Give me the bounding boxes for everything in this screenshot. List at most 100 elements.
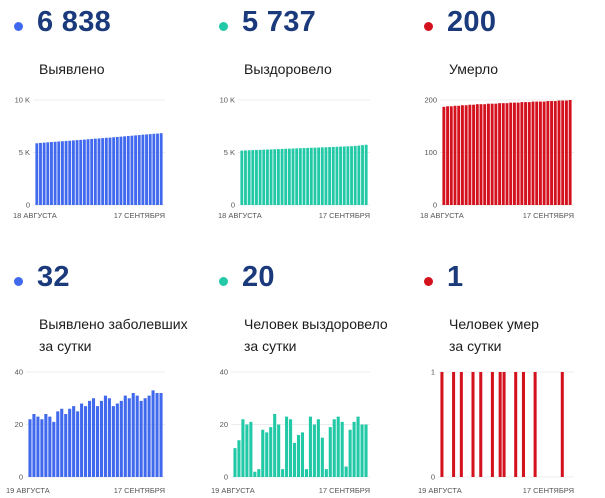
bar (364, 144, 368, 205)
bar (97, 138, 101, 205)
bar (28, 419, 32, 477)
bar (312, 424, 316, 477)
bar (520, 102, 524, 205)
bar (57, 141, 61, 205)
bar (68, 140, 72, 205)
bar (442, 106, 446, 205)
bar (255, 149, 258, 205)
bar (131, 393, 135, 477)
bar (240, 150, 244, 205)
bar (324, 469, 328, 477)
bar (331, 146, 335, 205)
x-end-label: 17 СЕНТЯБРЯ (114, 211, 165, 220)
bar (91, 398, 96, 477)
bar (159, 133, 163, 205)
bar (137, 135, 141, 205)
y-tick-label: 5 K (19, 148, 30, 157)
detected-total-chart: 10 K 5 K 018 АВГУСТА 17 СЕНТЯБРЯ (13, 96, 165, 220)
bar (514, 372, 518, 477)
bar (479, 104, 483, 205)
recovered-total-chart: 10 K 5 K 018 АВГУСТА 17 СЕНТЯБРЯ (218, 96, 370, 220)
bar (561, 100, 565, 205)
x-start-label: 18 АВГУСТА (13, 211, 57, 220)
bar (340, 421, 344, 477)
bar (498, 372, 502, 477)
bar (328, 147, 332, 205)
bar (44, 414, 48, 477)
bar (300, 432, 305, 477)
bar (159, 393, 163, 477)
bar (82, 139, 86, 205)
deaths-daily-label: Человек умер за сутки (449, 313, 539, 357)
blue-dot-icon (14, 22, 23, 31)
bar (139, 400, 143, 477)
bar (108, 137, 112, 205)
y-tick-label: 1 (431, 368, 435, 377)
bar (521, 372, 525, 477)
bar (342, 146, 346, 205)
bar (535, 101, 539, 205)
bar (292, 442, 297, 477)
bar (145, 134, 148, 205)
bar (516, 102, 520, 205)
bar (302, 148, 306, 205)
bar (147, 395, 151, 477)
bar (64, 414, 68, 477)
bar (87, 400, 92, 477)
bar (483, 104, 487, 205)
bar (464, 105, 468, 205)
bar (53, 141, 57, 205)
deaths-daily-value: 1 (447, 261, 464, 293)
bar (36, 416, 40, 477)
bar (440, 372, 444, 477)
red-dot-icon (424, 22, 433, 31)
bar (99, 400, 104, 477)
bar (241, 419, 245, 477)
bar (295, 148, 299, 205)
bar (502, 372, 506, 477)
bar (296, 435, 301, 477)
bar (249, 421, 253, 477)
bar (568, 100, 572, 205)
bar (152, 133, 156, 205)
deaths-total-chart: 200 100 018 АВГУСТА 17 СЕНТЯБРЯ (420, 96, 574, 220)
y-tick-label: 200 (424, 96, 437, 105)
bar (262, 149, 266, 205)
bar (95, 406, 100, 477)
bar (289, 419, 293, 477)
bar (60, 408, 64, 477)
bar (486, 103, 490, 205)
bar (468, 104, 472, 205)
blue-dot-icon (14, 277, 23, 286)
bar (75, 140, 79, 205)
recovered-daily-label-line1: Человек выздоровело (244, 316, 388, 332)
x-start-label: 18 АВГУСТА (420, 211, 464, 220)
bar (479, 372, 483, 477)
bar (352, 421, 356, 477)
bar (449, 106, 453, 205)
bar (560, 372, 564, 477)
bar (328, 427, 332, 477)
bar (233, 448, 237, 477)
bar (42, 142, 46, 205)
bar (524, 102, 528, 205)
bar (56, 411, 60, 477)
bar (472, 104, 476, 205)
bar (284, 148, 288, 205)
bar (309, 147, 313, 205)
bar (126, 136, 130, 205)
y-tick-label: 0 (431, 473, 435, 482)
bar (364, 424, 368, 477)
bar (320, 147, 324, 205)
bar (332, 419, 336, 477)
y-tick-label: 40 (15, 368, 23, 377)
bar (542, 101, 546, 205)
bar (287, 148, 291, 205)
bar (280, 148, 284, 205)
bar (553, 101, 557, 205)
recovered-daily-label-line2: за сутки (244, 338, 297, 354)
bar (156, 133, 159, 205)
bar (237, 440, 241, 477)
bar (253, 471, 257, 477)
recovered-daily-label: Человек выздоровело за сутки (244, 313, 388, 357)
